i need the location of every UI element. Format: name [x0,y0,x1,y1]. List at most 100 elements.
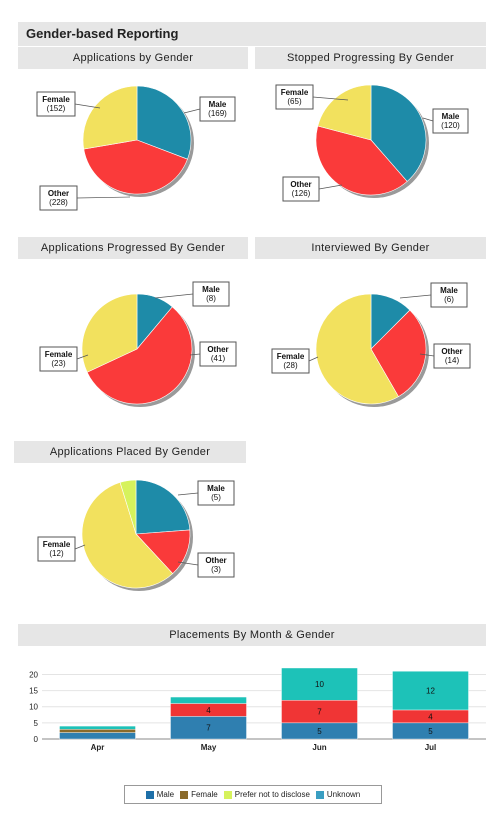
pie4-leader-female [308,356,319,362]
pie5-plot: Male(5) Other(3) Female(12) [37,479,235,591]
bar-may-unknown[interactable] [170,696,247,704]
y-tick-label: 10 [29,703,38,712]
bar-title: Placements By Month & Gender [18,624,486,646]
legend-label-unknown: Unknown [326,790,361,799]
pie2-label-box-male [432,108,469,134]
legend-item-unknown[interactable]: Unknown [315,790,361,799]
pie3-title: Applications Progressed By Gender [18,237,248,259]
pie5-label-box-female [37,536,76,562]
pie2-value-female: (65) [287,97,302,106]
pie1-value-male: (169) [208,109,227,118]
pie4-value-other: (14) [445,356,460,365]
bar-label-may-other: 4 [206,706,211,715]
pie1-label-other: Other [48,189,69,198]
pie3-leader-female [76,354,89,360]
legend-item-male[interactable]: Male [145,790,175,799]
bar-apr-unknown[interactable] [59,725,136,730]
bar-apr-male[interactable] [59,732,136,740]
pie3-label-box-male [192,281,230,307]
legend-swatch-male [145,790,154,799]
bar-apr-female[interactable] [59,729,136,733]
pie3-label-male: Male [202,285,220,294]
pie1-value-female: (152) [47,104,66,113]
x-tick-label-jun: Jun [312,743,326,752]
pie2-plot: Male(120) Other(126) Female(65) [275,84,469,202]
bar-label-jun-other: 7 [317,708,322,717]
legend-label-prefer-not: Prefer not to disclose [234,790,310,799]
x-tick-label-may: May [201,743,217,752]
pie2-value-other: (126) [292,189,311,198]
pie4-slice-female[interactable] [315,293,399,405]
pie5-leader-female [74,544,86,550]
pie1-label-box-other [39,185,78,211]
pie5-leader-male [177,492,199,496]
bar-label-jul-unknown: 12 [426,687,435,696]
bar-jun-unknown[interactable] [281,667,358,701]
legend-label-male: Male [156,790,175,799]
pie3-slice-female[interactable] [81,293,138,373]
pie4-label-box-female [271,348,310,374]
pie1-label-box-female [36,91,76,117]
pie4-leader-other [419,353,435,357]
pie1-label-male: Male [209,100,227,109]
pie1-label-box-male [199,96,236,122]
pie2-slice-female[interactable] [317,84,372,141]
pie5-value-female: (12) [49,549,64,558]
pie1-leader-female [74,103,101,109]
x-tick-label-jul: Jul [425,743,437,752]
pie4-slice-other[interactable] [370,309,427,398]
pie5-slice-male[interactable] [135,479,191,535]
pie5-value-male: (5) [211,493,221,502]
pie3-value-other: (41) [211,354,226,363]
pie5-leader-other [177,561,199,566]
x-tick-label-apr: Apr [91,743,105,752]
pie2-leader-female [312,96,349,101]
pie5-label-male: Male [207,484,225,493]
pie4-title: Interviewed By Gender [255,237,486,259]
bar-jul-unknown[interactable] [392,671,469,711]
pie3-slice-other[interactable] [86,306,193,405]
pie3-label-box-other [199,341,237,367]
pie5-value-other: (3) [211,565,221,574]
pie1-slice-male[interactable] [136,85,192,160]
bar-label-jun-unknown: 10 [315,680,324,689]
pie2-label-male: Male [442,112,460,121]
pie2-slice-male[interactable] [370,84,427,182]
legend-swatch-unknown [315,790,324,799]
pie5-label-box-male [197,480,235,506]
pie1-slice-other[interactable] [83,139,188,195]
pie1-label-female: Female [42,95,70,104]
y-tick-label: 5 [34,719,39,728]
pie1-leader-other [76,196,131,199]
pie2-label-other: Other [290,180,311,189]
pie2-label-female: Female [281,88,309,97]
bar-plot: 0 5 10 15 20 Apr 7 4 May 5 7 10 Jun 5 4 12 Jul [29,667,486,752]
legend-swatch-prefer-not [223,790,232,799]
pie4-label-box-other [433,343,471,369]
pie3-leader-other [189,353,201,356]
pie4-label-male: Male [440,286,458,295]
pie4-label-female: Female [277,352,305,361]
pie4-label-other: Other [441,347,462,356]
y-tick-label: 20 [29,670,38,679]
pie3-value-female: (23) [51,359,66,368]
pie3-value-male: (8) [206,294,216,303]
pie1-slice-female[interactable] [82,85,138,150]
pie1-value-other: (228) [49,198,68,207]
pie1-leader-male [183,108,201,114]
legend-item-prefer-not[interactable]: Prefer not to disclose [223,790,310,799]
pie5-slice-female[interactable] [81,482,174,589]
pie1-plot: Male(169) Other(228) Female(152) [36,85,236,211]
y-tick-label: 15 [29,687,38,696]
bar-label-jul-other: 4 [428,712,433,721]
pie2-label-box-other [282,176,320,202]
pie2-leader-male [422,117,434,122]
pie2-value-male: (120) [441,121,460,130]
pie2-slice-other[interactable] [315,125,408,196]
pie5-slice-prefer-not-to-disclose[interactable] [119,479,137,535]
pie3-plot: Male(8) Other(41) Female(23) [39,281,237,407]
section-title: Gender-based Reporting [18,22,486,46]
y-tick-label: 0 [34,735,39,744]
legend-item-female[interactable]: Female [180,790,218,799]
pie2-leader-other [318,184,343,190]
